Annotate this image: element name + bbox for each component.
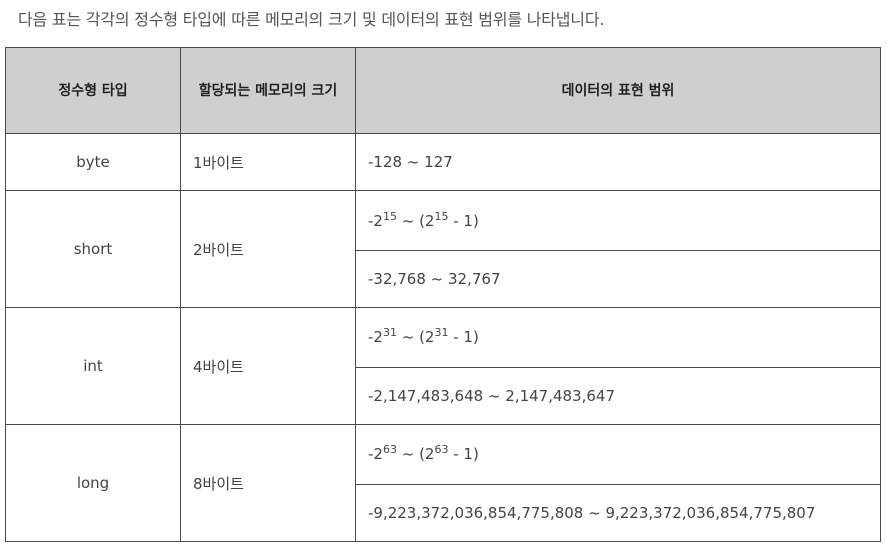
exponent: 63 [382, 443, 397, 457]
exponent: 15 [382, 209, 397, 223]
range-power-cell: -263 ~ (263 - 1) [355, 424, 881, 485]
exponent: 31 [434, 326, 449, 340]
size-cell: 2바이트 [180, 190, 356, 309]
power-mid: ~ (2 [396, 211, 435, 230]
range-cell: -2,147,483,648 ~ 2,147,483,647 [355, 366, 881, 426]
type-cell: short [5, 190, 181, 309]
header-size: 할당되는 메모리의 크기 [180, 47, 356, 134]
table-row-byte: byte 1바이트 -128 ~ 127 [5, 132, 881, 192]
range-cell: -9,223,372,036,854,775,808 ~ 9,223,372,0… [355, 483, 881, 543]
type-cell: byte [5, 132, 181, 192]
table-row-short: short 2바이트 -215 ~ (215 - 1) [5, 190, 881, 309]
exponent: 63 [434, 443, 449, 457]
power-mid: ~ (2 [396, 328, 435, 347]
power-mid: ~ (2 [396, 445, 435, 464]
table-row-int-decimal: -2,147,483,648 ~ 2,147,483,647 [6, 366, 881, 426]
size-cell: 8바이트 [180, 424, 356, 542]
table-row-long: long 8바이트 -263 ~ (263 - 1) [5, 424, 881, 542]
range-power-cell: -215 ~ (215 - 1) [355, 190, 881, 251]
size-cell: 1바이트 [180, 132, 356, 192]
header-range: 데이터의 표현 범위 [355, 47, 881, 134]
type-cell: long [5, 424, 181, 542]
table-row-int: int 4바이트 -231 ~ (231 - 1) [5, 307, 881, 426]
header-type: 정수형 타입 [5, 47, 181, 134]
power-suffix: - 1) [448, 445, 479, 464]
intro-text: 다음 표는 각각의 정수형 타입에 따른 메모리의 크기 및 데이터의 표현 범… [18, 10, 605, 29]
table-header-row: 정수형 타입 할당되는 메모리의 크기 데이터의 표현 범위 [5, 47, 881, 134]
power-suffix: - 1) [448, 211, 479, 230]
type-cell: int [5, 307, 181, 426]
exponent: 31 [382, 326, 397, 340]
size-cell: 4바이트 [180, 307, 356, 426]
range-cell: -32,768 ~ 32,767 [355, 249, 881, 309]
range-power-cell: -231 ~ (231 - 1) [355, 307, 881, 368]
power-prefix: -2 [368, 211, 383, 230]
table-row-long-decimal: -9,223,372,036,854,775,808 ~ 9,223,372,0… [6, 483, 881, 543]
table-row-short-decimal: -32,768 ~ 32,767 [6, 249, 881, 309]
exponent: 15 [434, 209, 449, 223]
power-prefix: -2 [368, 328, 383, 347]
range-cell: -128 ~ 127 [355, 132, 881, 192]
power-suffix: - 1) [448, 328, 479, 347]
power-prefix: -2 [368, 445, 383, 464]
integer-types-table: 정수형 타입 할당되는 메모리의 크기 데이터의 표현 범위 byte 1바이트… [5, 47, 881, 543]
